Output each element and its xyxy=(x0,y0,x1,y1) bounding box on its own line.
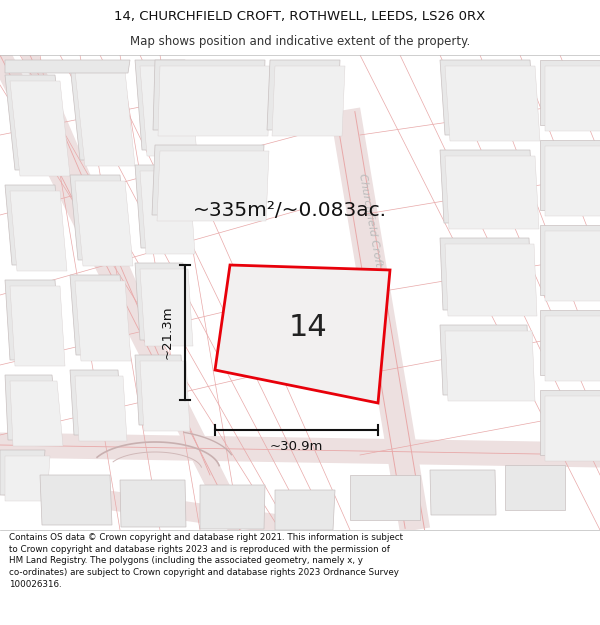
Polygon shape xyxy=(545,231,600,301)
Polygon shape xyxy=(135,263,188,340)
Text: Contains OS data © Crown copyright and database right 2021. This information is : Contains OS data © Crown copyright and d… xyxy=(9,533,403,589)
Polygon shape xyxy=(40,475,112,525)
Polygon shape xyxy=(135,355,185,425)
Polygon shape xyxy=(10,191,67,271)
Text: 14, CHURCHFIELD CROFT, ROTHWELL, LEEDS, LS26 0RX: 14, CHURCHFIELD CROFT, ROTHWELL, LEEDS, … xyxy=(115,10,485,23)
Polygon shape xyxy=(140,171,195,254)
Polygon shape xyxy=(545,316,600,381)
Polygon shape xyxy=(445,331,535,401)
Text: 14: 14 xyxy=(289,312,328,341)
Polygon shape xyxy=(275,490,335,530)
Polygon shape xyxy=(152,145,264,215)
Text: Churchfield Croft: Churchfield Croft xyxy=(357,173,383,268)
Polygon shape xyxy=(267,60,340,130)
Polygon shape xyxy=(215,265,390,403)
Polygon shape xyxy=(10,81,70,176)
Polygon shape xyxy=(445,156,539,229)
Polygon shape xyxy=(120,480,186,527)
Polygon shape xyxy=(5,375,58,440)
Polygon shape xyxy=(140,361,190,431)
Polygon shape xyxy=(540,60,600,125)
Polygon shape xyxy=(540,225,600,295)
Polygon shape xyxy=(0,450,45,495)
Polygon shape xyxy=(540,310,600,375)
Polygon shape xyxy=(140,66,197,156)
Polygon shape xyxy=(545,146,600,216)
Polygon shape xyxy=(440,60,535,135)
Polygon shape xyxy=(5,280,60,360)
Polygon shape xyxy=(135,60,192,150)
Polygon shape xyxy=(75,181,133,266)
Polygon shape xyxy=(5,185,62,265)
Polygon shape xyxy=(70,175,128,260)
Polygon shape xyxy=(540,140,600,210)
Polygon shape xyxy=(75,281,131,361)
Polygon shape xyxy=(70,370,122,435)
Polygon shape xyxy=(545,396,600,461)
Polygon shape xyxy=(5,456,50,501)
Polygon shape xyxy=(5,60,130,73)
Polygon shape xyxy=(140,269,193,346)
Polygon shape xyxy=(5,75,65,170)
Text: Map shows position and indicative extent of the property.: Map shows position and indicative extent… xyxy=(130,35,470,48)
Polygon shape xyxy=(135,165,190,248)
Polygon shape xyxy=(75,376,127,441)
Polygon shape xyxy=(545,66,600,131)
Polygon shape xyxy=(75,71,135,166)
Polygon shape xyxy=(350,475,420,520)
Polygon shape xyxy=(440,150,534,223)
Polygon shape xyxy=(10,381,63,446)
Polygon shape xyxy=(440,238,532,310)
Text: ~21.3m: ~21.3m xyxy=(161,306,173,359)
Polygon shape xyxy=(157,151,269,221)
Polygon shape xyxy=(505,465,565,510)
Polygon shape xyxy=(200,485,265,529)
Polygon shape xyxy=(153,60,265,130)
Polygon shape xyxy=(10,286,65,366)
Polygon shape xyxy=(70,65,130,160)
Polygon shape xyxy=(430,470,496,515)
Polygon shape xyxy=(440,325,530,395)
Text: ~30.9m: ~30.9m xyxy=(270,439,323,452)
Polygon shape xyxy=(445,66,540,141)
Polygon shape xyxy=(540,390,600,455)
Polygon shape xyxy=(158,66,270,136)
Polygon shape xyxy=(272,66,345,136)
Polygon shape xyxy=(445,244,537,316)
Text: ~335m²/~0.083ac.: ~335m²/~0.083ac. xyxy=(193,201,387,219)
Polygon shape xyxy=(70,275,126,355)
